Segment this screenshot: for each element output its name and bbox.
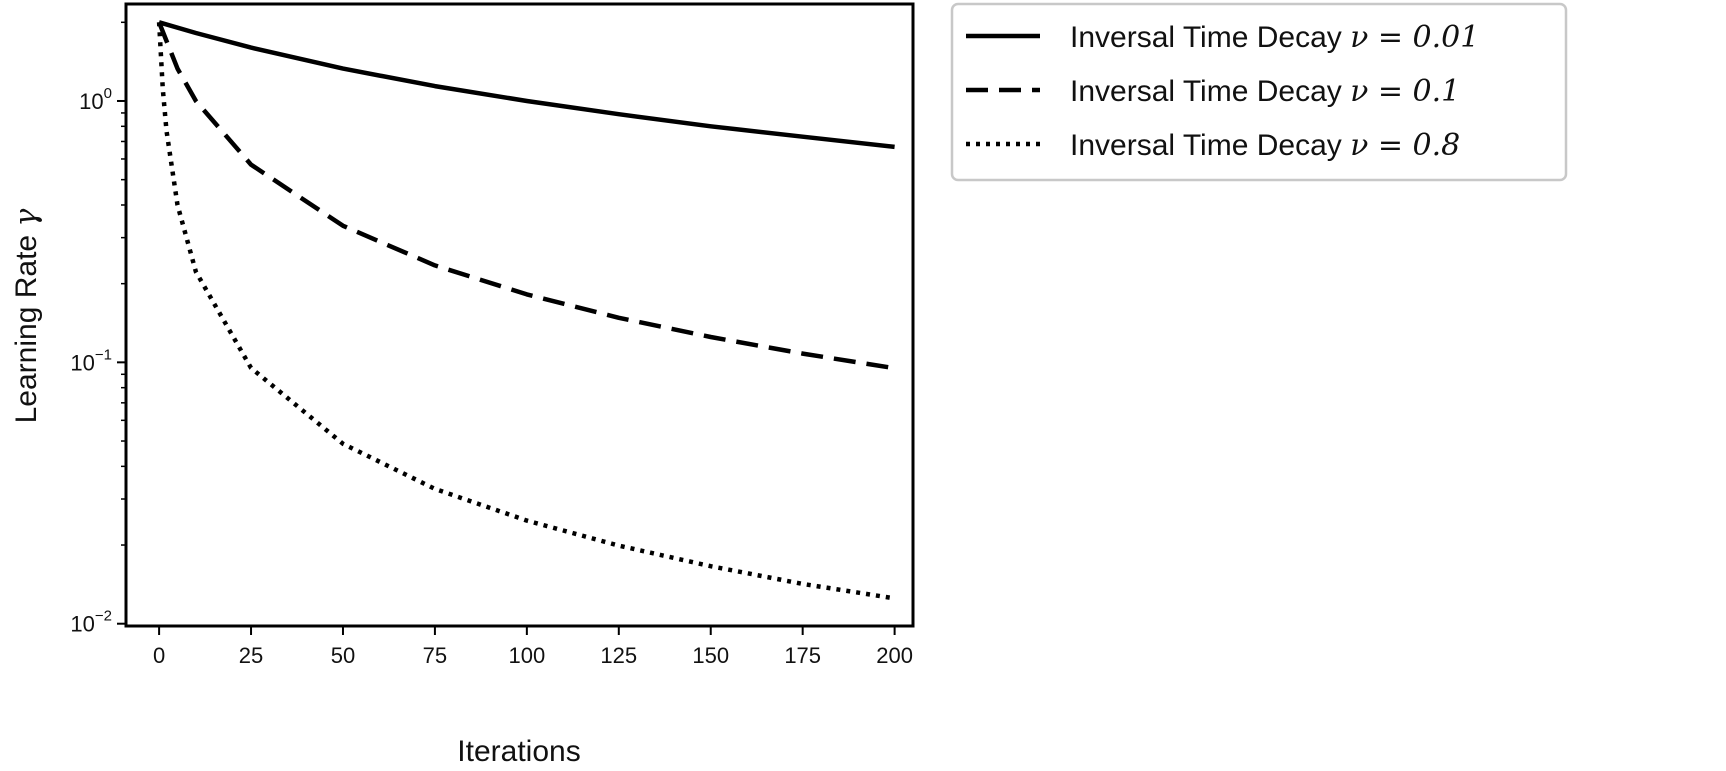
y-axis-title-text: Learning Rate: [10, 235, 43, 423]
x-tick-label: 175: [784, 643, 821, 668]
plot-frame: [124, 2, 915, 628]
legend-label-3: Inversal Time Decay ν = 0.8: [1070, 128, 1460, 163]
legend-box: [950, 2, 1568, 182]
y-axis-title: Learning Rate γ: [9, 209, 44, 424]
y-tick-label: 10−2: [70, 608, 112, 637]
legend-label-1: Inversal Time Decay ν = 0.01: [1070, 20, 1479, 55]
y-axis-title-symbol: γ: [9, 209, 44, 227]
x-tick-label: 50: [331, 643, 355, 668]
x-tick-label: 150: [692, 643, 729, 668]
x-tick-label: 75: [423, 643, 447, 668]
legend-label-2: Inversal Time Decay ν = 0.1: [1070, 74, 1460, 109]
x-tick-label: 200: [876, 643, 913, 668]
y-tick-label: 100: [79, 85, 112, 114]
x-axis: 0 25 50 75 100 125 150 175 200: [153, 626, 913, 668]
y-tick-label: 10−1: [70, 346, 112, 375]
y-axis: 100 10−1 10−2: [70, 21, 126, 637]
x-axis-title: Iterations: [457, 735, 580, 768]
legend: Inversal Time Decay ν = 0.01 Inversal Tim…: [950, 2, 1568, 182]
series-layer: [156, 20, 895, 601]
x-tick-label: 25: [239, 643, 263, 668]
plot-area: [126, 4, 913, 626]
series-line-1: [158, 20, 895, 150]
series-line-2: [157, 21, 895, 371]
x-tick-label: 125: [600, 643, 637, 668]
series-line-3: [156, 22, 895, 601]
x-tick-label: 100: [508, 643, 545, 668]
x-tick-label: 0: [153, 643, 165, 668]
